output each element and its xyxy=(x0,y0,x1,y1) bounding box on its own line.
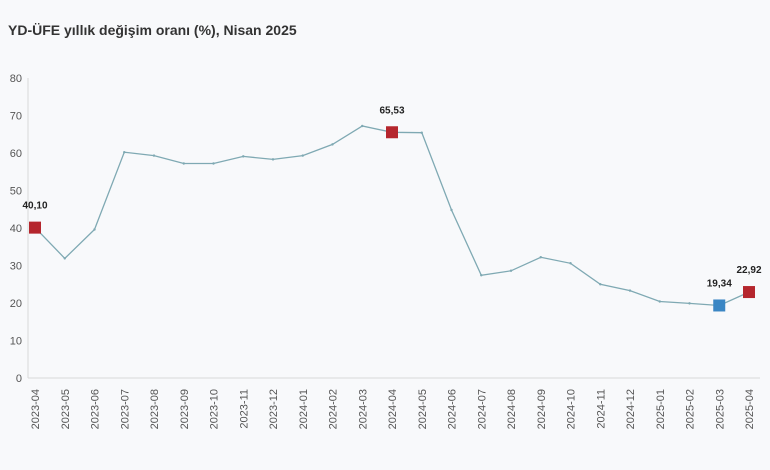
y-tick-label: 70 xyxy=(10,111,22,123)
x-tick-label: 2024-09 xyxy=(536,389,548,429)
data-point xyxy=(152,154,156,157)
data-point xyxy=(301,154,304,157)
y-tick-label: 30 xyxy=(10,261,22,273)
data-point xyxy=(93,228,96,231)
data-point xyxy=(63,257,66,260)
y-tick-label: 0 xyxy=(16,373,22,385)
x-tick-label: 2024-10 xyxy=(566,389,578,429)
y-tick-label: 60 xyxy=(10,148,22,160)
data-point xyxy=(331,143,334,146)
chart-title: YD-ÜFE yıllık değişim oranı (%), Nisan 2… xyxy=(8,22,297,38)
data-point xyxy=(480,274,483,277)
data-point xyxy=(658,300,661,303)
x-tick-label: 2024-06 xyxy=(447,389,459,429)
y-tick-label: 40 xyxy=(10,223,22,235)
data-point xyxy=(509,269,513,272)
x-tick-label: 2023-12 xyxy=(268,389,280,429)
x-tick-label: 2025-01 xyxy=(655,389,667,429)
x-tick-label: 2023-04 xyxy=(30,389,42,429)
highlight-marker xyxy=(743,286,755,299)
data-point xyxy=(212,162,215,165)
data-label: 19,34 xyxy=(707,278,732,289)
data-point xyxy=(599,283,602,286)
x-tick-label: 2023-09 xyxy=(179,389,191,429)
data-point xyxy=(123,151,126,154)
x-tick-label: 2024-01 xyxy=(298,389,310,429)
x-tick-label: 2024-08 xyxy=(506,389,518,429)
x-tick-label: 2025-02 xyxy=(685,389,697,429)
x-tick-label: 2025-03 xyxy=(714,389,726,429)
x-tick-label: 2024-05 xyxy=(417,389,429,429)
x-tick-label: 2023-05 xyxy=(60,389,72,429)
x-tick-label: 2023-08 xyxy=(149,389,161,429)
series-line xyxy=(34,125,750,307)
x-tick-label: 2023-07 xyxy=(119,389,131,429)
highlight-marker xyxy=(713,299,726,312)
data-point xyxy=(539,256,542,259)
x-tick-label: 2024-04 xyxy=(387,389,399,429)
data-point xyxy=(182,162,185,165)
data-label: 40,10 xyxy=(22,201,47,212)
data-point xyxy=(361,124,364,128)
x-tick-label: 2023-10 xyxy=(209,389,221,429)
x-tick-label: 2023-06 xyxy=(90,389,102,429)
x-tick-label: 2024-12 xyxy=(625,389,637,429)
x-tick-label: 2024-11 xyxy=(595,389,607,429)
highlight-marker xyxy=(386,126,398,139)
data-point xyxy=(242,155,245,158)
x-tick-label: 2024-07 xyxy=(476,389,488,429)
y-tick-label: 80 xyxy=(10,73,22,85)
data-point xyxy=(569,262,572,265)
data-point xyxy=(688,302,691,305)
data-point xyxy=(420,131,423,134)
x-tick-label: 2024-03 xyxy=(357,389,369,429)
y-tick-label: 10 xyxy=(10,336,22,348)
data-point xyxy=(628,289,632,292)
data-label: 22,92 xyxy=(736,265,761,276)
x-tick-label: 2023-11 xyxy=(238,389,250,429)
data-label: 65,53 xyxy=(379,105,404,116)
y-tick-label: 20 xyxy=(10,298,22,310)
data-point xyxy=(450,208,453,212)
data-point xyxy=(271,158,275,161)
highlight-marker xyxy=(29,221,41,234)
x-tick-label: 2024-02 xyxy=(328,389,340,429)
x-tick-label: 2025-04 xyxy=(744,389,756,429)
y-tick-label: 50 xyxy=(10,186,22,198)
